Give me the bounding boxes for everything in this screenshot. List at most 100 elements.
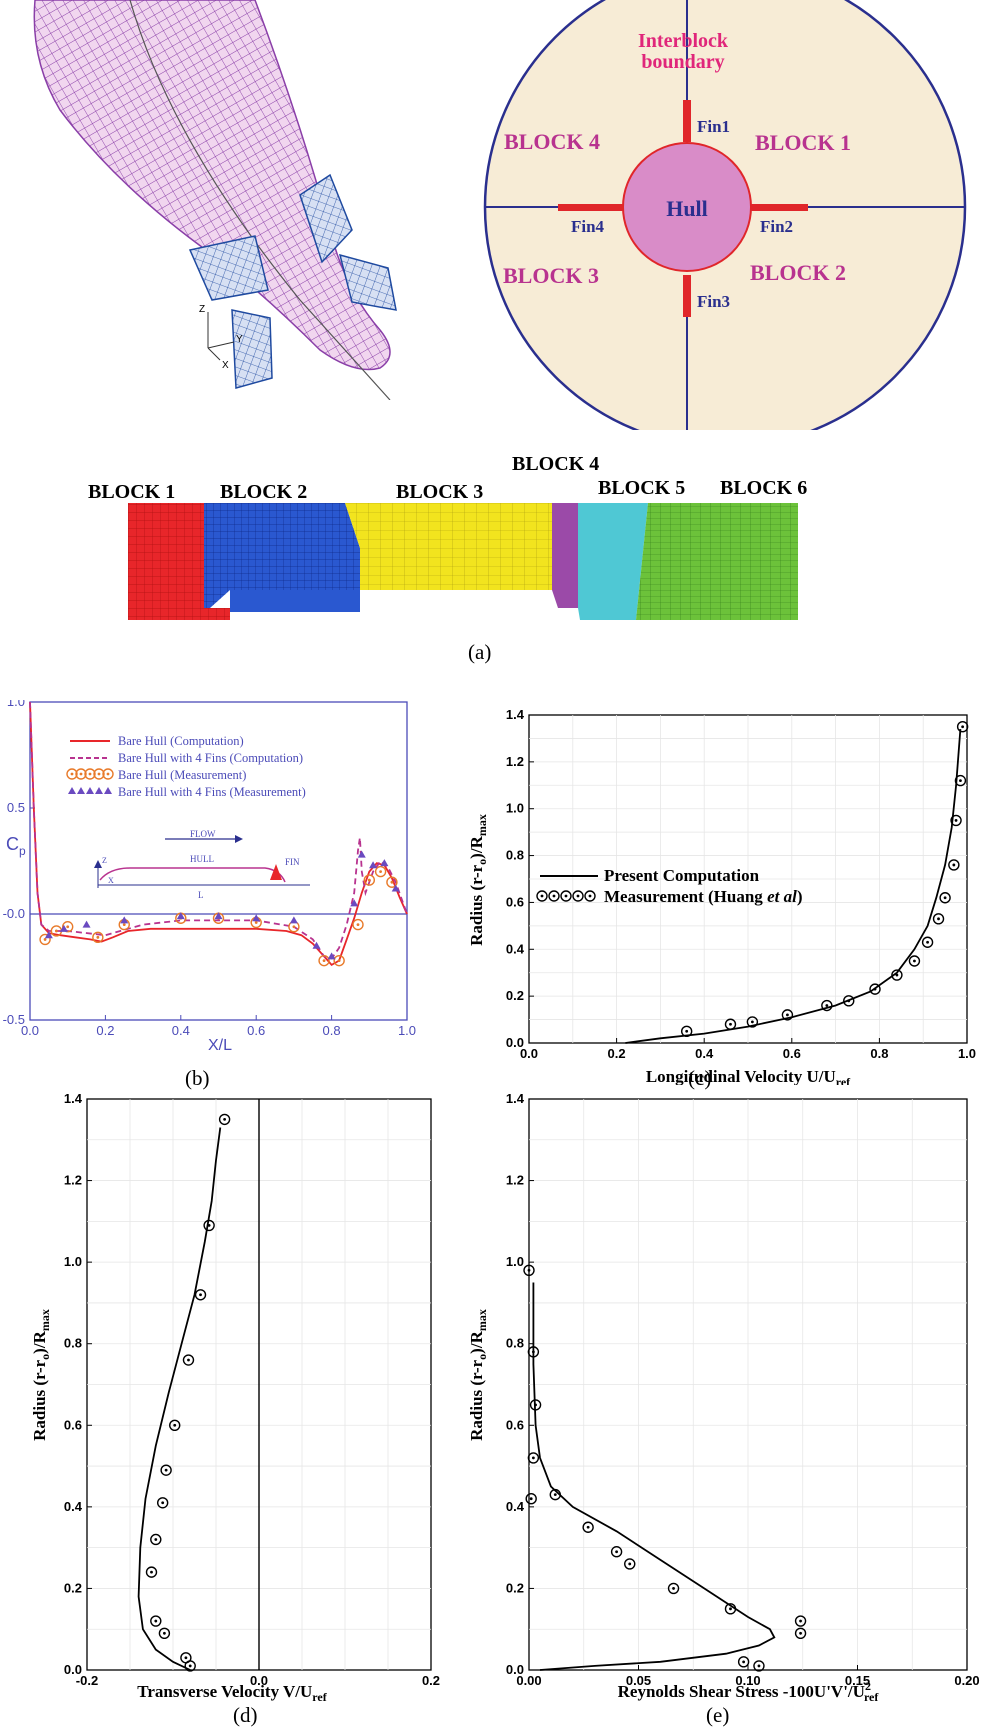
fin1-label: Fin1: [697, 117, 730, 136]
data-point: [950, 814, 962, 827]
inset-flow-label: FLOW: [190, 829, 216, 839]
x-axis-label: Transverse Velocity V/Uref: [137, 1682, 327, 1704]
data-point: [525, 1493, 537, 1505]
legend-entry-0: Bare Hull (Computation): [118, 734, 244, 748]
data-point-center: [207, 1224, 211, 1227]
inset-flow-arrowhead: [235, 835, 243, 843]
legend-marker: [548, 890, 560, 902]
x-tick-label: 0.00: [516, 1673, 541, 1688]
data-point-center: [223, 1117, 227, 1121]
inset-length-label: L: [198, 890, 204, 900]
data-point-center: [529, 1497, 533, 1501]
data-point: [350, 899, 359, 907]
data-point: [939, 892, 951, 904]
legend-marker-3: [104, 787, 112, 794]
data-point: [145, 1566, 158, 1578]
data-point-center: [390, 880, 394, 884]
data-point: [529, 1399, 542, 1411]
y-tick-label: 1.0: [506, 801, 524, 816]
data-point: [352, 918, 364, 931]
x-axis-label: Reynolds Shear Stress -100U'V'/U2 ref: [618, 1679, 880, 1704]
data-point: [821, 999, 833, 1012]
data-point: [908, 955, 921, 967]
data-point: [794, 1627, 807, 1639]
data-point: [891, 969, 903, 981]
axis-z-label: Z: [199, 304, 205, 315]
legend-entry-computation: Present Computation: [604, 866, 760, 885]
data-point-center: [729, 1022, 732, 1026]
grid-block-5: [578, 503, 648, 620]
series-line-1: [29, 701, 408, 960]
fin2-shape: [750, 204, 808, 211]
data-point-center: [367, 878, 371, 882]
data-point: [120, 916, 129, 924]
data-point: [150, 1533, 162, 1546]
data-point-center: [685, 1029, 689, 1033]
data-point: [869, 983, 881, 995]
y-tick-label: 1.4: [64, 1091, 83, 1106]
legend-marker: [572, 890, 584, 902]
caption-b: (b): [185, 1066, 210, 1090]
y-tick-label: 0.4: [506, 941, 525, 956]
block3-label: BLOCK 3: [503, 263, 599, 288]
x-tick-label: 1.0: [958, 1046, 976, 1061]
data-point-center: [672, 1587, 675, 1590]
data-point: [737, 1656, 750, 1668]
data-point: [160, 1464, 172, 1476]
y-tick-label: 0.5: [7, 800, 25, 815]
fin1-shape: [683, 100, 691, 142]
data-point: [527, 1452, 540, 1464]
y-axis-label: Radius (r-ro)/Rmax: [467, 814, 489, 946]
data-point: [289, 916, 298, 924]
y-tick-label: 0.4: [506, 1499, 525, 1514]
data-point-center: [628, 1562, 632, 1566]
series-line-0: [137, 1127, 222, 1671]
data-point: [954, 774, 967, 787]
data-point-center: [188, 1664, 192, 1668]
x-tick-label: 0.0: [250, 1673, 268, 1688]
data-point: [169, 1419, 181, 1431]
inset-z-label: Z: [102, 856, 107, 865]
grid-label-block5: BLOCK 5: [598, 477, 685, 499]
fin4-shape: [558, 204, 624, 211]
data-point: [158, 1627, 171, 1639]
data-point-center: [825, 1004, 829, 1007]
legend-marker-center: [576, 894, 580, 898]
data-point: [956, 721, 969, 733]
data-point: [218, 1113, 231, 1126]
data-point: [194, 1289, 207, 1301]
y-tick-label: -0.0: [3, 906, 25, 921]
data-point: [156, 1497, 169, 1509]
data-point: [610, 1546, 623, 1558]
data-point: [176, 912, 185, 920]
data-point: [582, 1521, 594, 1533]
x-tick-label: 0.6: [783, 1046, 801, 1061]
y-tick-label: 0.8: [506, 1336, 524, 1351]
legend-marker: [584, 890, 596, 902]
data-point-center: [799, 1619, 802, 1623]
data-point: [150, 1615, 162, 1627]
y-tick-label: 1.2: [506, 754, 524, 769]
plot-frame: [29, 701, 408, 1021]
inset-axis-z-head: [94, 860, 102, 868]
cross-section-diagram: Interblock boundary Hull BLOCK 1 BLOCK 2…: [483, 0, 967, 430]
hull-label: Hull: [666, 196, 708, 221]
x-tick-label: 0.4: [695, 1046, 714, 1061]
y-tick-label: -0.5: [3, 1012, 25, 1027]
block2-label: BLOCK 2: [750, 260, 846, 285]
chart-panel-e: 0.00 0.05 0.10 0.15 0.20 0.0 0.2 0.4 0.6 0.8 1.0 1.…: [467, 1091, 980, 1704]
y-tick-label: 1.0: [64, 1254, 82, 1269]
data-point: [746, 1016, 759, 1028]
y-tick-label: 1.4: [506, 1091, 525, 1106]
chart-panel-b: 0.0 0.2 0.4 0.6 0.8 1.0 -0.5 -0.0 0.5 1.0 Cp X/L Bar…: [3, 700, 416, 1054]
x-tick-label: 0.2: [422, 1673, 440, 1688]
interblock-title-1: Interblock: [638, 30, 729, 52]
data-point-center: [173, 1423, 177, 1427]
chart-panel-c: 0.0 0.2 0.4 0.6 0.8 1.0 0.0 0.2 0.4 0.6 0.8 1.0 1.2 1…: [467, 707, 976, 1085]
grid-label-block3: BLOCK 3: [396, 481, 483, 503]
y-tick-label: 0.0: [506, 1662, 524, 1677]
grid-label-block2: BLOCK 2: [220, 481, 307, 503]
interblock-title-2: boundary: [641, 51, 724, 73]
hull-section: [622, 142, 752, 272]
x-tick-label: 0.0: [520, 1046, 538, 1061]
